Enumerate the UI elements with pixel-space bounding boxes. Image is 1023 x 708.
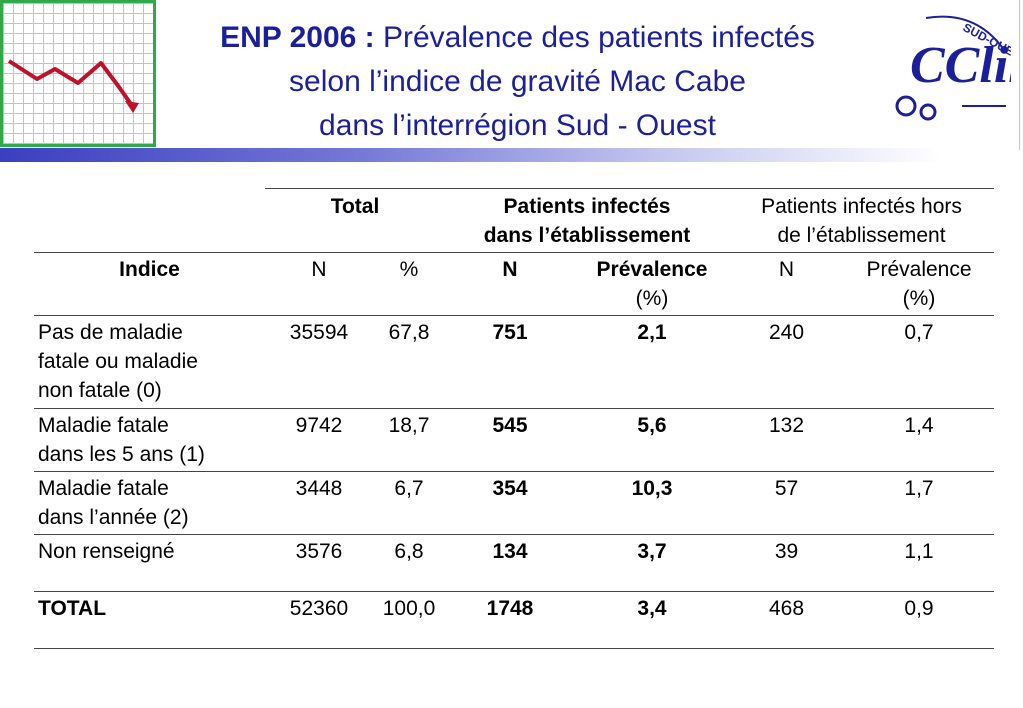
cell-in-n: 545 (445, 408, 575, 472)
cell-n: 3576 (265, 534, 373, 592)
header-total: Total (265, 188, 445, 253)
header-in-prev-line2: (%) (635, 287, 669, 310)
header-out-prev: Prévalence (%) (844, 252, 994, 316)
header-in-prev: Prévalence (%) (575, 252, 729, 316)
title-line1: Prévalence des patients infectés (374, 21, 815, 54)
header-out-line2: de l’établissement (777, 224, 946, 247)
row-label: Maladie fatale dans les 5 ans (1) (34, 408, 265, 472)
row-label: Pas de maladie fatale ou maladie non fat… (34, 315, 265, 409)
total-in-n: 1748 (445, 591, 575, 649)
row-label-line: Pas de maladie (38, 321, 183, 344)
title-line2: selon l’indice de gravité Mac Cabe (289, 65, 746, 98)
title-line3: dans l’interrégion Sud - Ouest (319, 109, 716, 142)
header-n: N (265, 252, 373, 316)
header-in-establishment: Patients infectés dans l’établissement (445, 188, 729, 253)
header-pct: % (373, 252, 445, 316)
total-n: 52360 (265, 591, 373, 649)
header-in-line2: dans l’établissement (483, 224, 691, 247)
cell-pct: 67,8 (373, 315, 445, 409)
total-out-prev: 0,9 (844, 591, 994, 649)
cell-out-prev: 1,4 (844, 408, 994, 472)
table-row: Pas de maladie fatale ou maladie non fat… (34, 315, 994, 409)
cell-in-n: 751 (445, 315, 575, 409)
cell-pct: 6,8 (373, 534, 445, 592)
cell-in-n: 354 (445, 471, 575, 535)
row-label-line: Maladie fatale (38, 477, 169, 500)
cell-out-n: 57 (729, 471, 844, 535)
cell-out-prev: 0,7 (844, 315, 994, 409)
cclin-logo: CClin SUD-OUEST (866, 10, 1023, 128)
row-label-line: fatale ou maladie (38, 350, 198, 373)
cell-in-prev: 2,1 (575, 315, 729, 409)
cell-in-prev: 3,7 (575, 534, 729, 592)
cell-out-n: 240 (729, 315, 844, 409)
header-out-prev-line1: Prévalence (866, 258, 972, 281)
cell-n: 35594 (265, 315, 373, 409)
cell-out-prev: 1,1 (844, 534, 994, 592)
header-out-prev-line2: (%) (902, 287, 936, 310)
cell-in-prev: 10,3 (575, 471, 729, 535)
cell-n: 9742 (265, 408, 373, 472)
header-out-n: N (729, 252, 844, 316)
sub-header-row: Indice N % N Prévalence (%) N Prévalence… (34, 252, 994, 316)
header-out-line1: Patients infectés hors (761, 195, 962, 218)
table-row: Maladie fatale dans l’année (2) 3448 6,7… (34, 471, 994, 535)
cell-out-n: 39 (729, 534, 844, 592)
total-out-n: 468 (729, 591, 844, 649)
trend-chart-icon (0, 0, 156, 147)
empty-header-cell (34, 189, 265, 253)
header-in-n: N (445, 252, 575, 316)
row-label: Maladie fatale dans l’année (2) (34, 471, 265, 535)
mccabe-table: Total Patients infectés dans l’établisse… (34, 188, 994, 649)
row-label-line: non fatale (0) (38, 379, 162, 402)
group-header-row: Total Patients infectés dans l’établisse… (34, 188, 994, 253)
table-row: Non renseigné 3576 6,8 134 3,7 39 1,1 (34, 534, 994, 592)
row-label-line: Non renseigné (38, 540, 175, 563)
table-row: Maladie fatale dans les 5 ans (1) 9742 1… (34, 408, 994, 472)
header-gradient-band (0, 148, 1023, 162)
cell-out-n: 132 (729, 408, 844, 472)
row-label-line: Maladie fatale (38, 414, 169, 437)
total-row: TOTAL 52360 100,0 1748 3,4 468 0,9 (34, 591, 994, 649)
cell-pct: 6,7 (373, 471, 445, 535)
header-in-prev-line1: Prévalence (596, 258, 708, 281)
row-label-line: dans l’année (2) (38, 506, 189, 529)
cell-n: 3448 (265, 471, 373, 535)
header-in-line1: Patients infectés (503, 195, 671, 218)
total-in-prev: 3,4 (575, 591, 729, 649)
row-label: Non renseigné (34, 534, 265, 592)
title-lead: ENP 2006 : (220, 21, 375, 54)
cell-out-prev: 1,7 (844, 471, 994, 535)
cell-pct: 18,7 (373, 408, 445, 472)
header-divider (1019, 0, 1020, 150)
cell-in-prev: 5,6 (575, 408, 729, 472)
logo-text: CClin (910, 37, 1011, 94)
total-pct: 100,0 (373, 591, 445, 649)
header-out-establishment: Patients infectés hors de l’établissemen… (729, 188, 994, 253)
total-label: TOTAL (34, 591, 265, 649)
header-indice: Indice (34, 252, 265, 316)
cell-in-n: 134 (445, 534, 575, 592)
page-title: ENP 2006 : Prévalence des patients infec… (150, 16, 885, 148)
row-label-line: dans les 5 ans (1) (38, 443, 205, 466)
